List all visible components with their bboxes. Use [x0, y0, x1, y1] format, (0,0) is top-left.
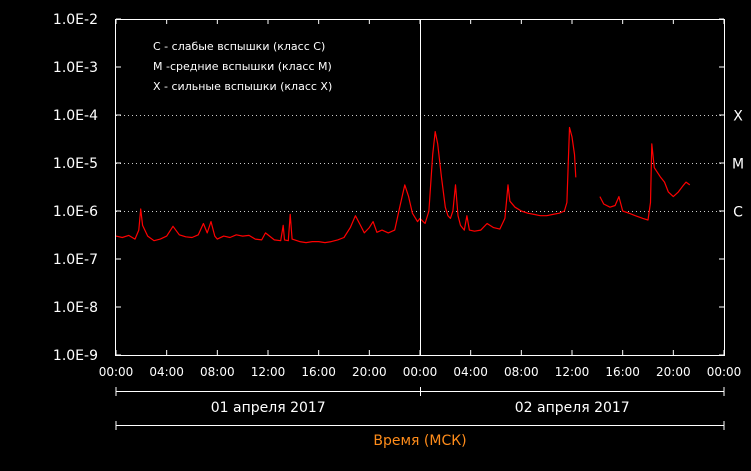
- x-tick-label: 12:00: [251, 365, 286, 379]
- x-tick-label: 04:00: [453, 365, 488, 379]
- legend-entry: M -средние вспышки (класс M): [153, 60, 332, 73]
- x-axis-title: Время (МСК): [373, 433, 466, 449]
- class-label-c: C: [733, 205, 743, 221]
- date-label: 01 апреля 2017: [211, 400, 326, 416]
- x-tick-label: 16:00: [605, 365, 640, 379]
- xray-flux-series: [115, 126, 691, 244]
- legend: C - слабые вспышки (класс C) M -средние в…: [153, 40, 332, 93]
- y-tick-label: 1.0E-4: [53, 108, 98, 124]
- x-tick-label: 16:00: [301, 365, 336, 379]
- x-axis-ticks: 00:00 04:00 08:00 12:00 16:00 20:00 00:00 04:00…: [99, 19, 742, 379]
- x-tick-label: 00:00: [707, 365, 742, 379]
- legend-entry: C - слабые вспышки (класс C): [153, 40, 325, 53]
- date-labels: 01 апреля 2017 02 апреля 2017: [115, 387, 725, 430]
- x-tick-label: 04:00: [149, 365, 184, 379]
- x-tick-label: 08:00: [200, 365, 235, 379]
- class-label-x: X: [733, 109, 743, 125]
- class-labels: X M C: [732, 109, 744, 221]
- y-tick-label: 1.0E-7: [53, 252, 98, 268]
- y-tick-label: 1.0E-8: [53, 300, 98, 316]
- x-tick-label: 20:00: [352, 365, 387, 379]
- y-tick-label: 1.0E-6: [53, 204, 98, 220]
- legend-entry: X - сильные вспышки (класс X): [153, 80, 332, 93]
- date-label: 02 апреля 2017: [515, 400, 630, 416]
- y-tick-label: 1.0E-2: [53, 12, 98, 28]
- y-tick-label: 1.0E-5: [53, 156, 98, 172]
- series-line-2: [599, 143, 691, 221]
- x-tick-label: 20:00: [656, 365, 691, 379]
- x-tick-label: 08:00: [504, 365, 539, 379]
- y-tick-label: 1.0E-9: [53, 348, 98, 364]
- y-tick-label: 1.0E-3: [53, 60, 98, 76]
- x-tick-label: 12:00: [555, 365, 590, 379]
- x-tick-label: 00:00: [403, 365, 438, 379]
- x-tick-label: 00:00: [99, 365, 134, 379]
- class-label-m: M: [732, 157, 744, 173]
- series-line-1: [115, 126, 577, 244]
- y-axis-ticks: 1.0E-2 1.0E-3 1.0E-4 1.0E-5 1.0E-6 1.0E-7 1.0E…: [53, 12, 724, 364]
